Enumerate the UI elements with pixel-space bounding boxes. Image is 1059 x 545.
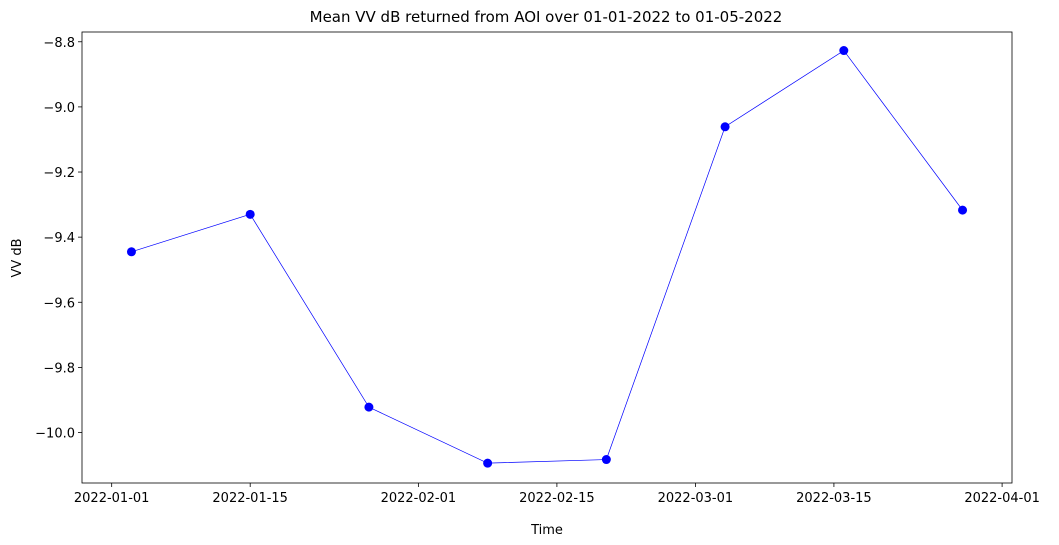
x-tick-label: 2022-02-01 xyxy=(381,491,457,506)
x-tick-label: 2022-01-01 xyxy=(74,491,150,506)
data-point xyxy=(958,205,968,215)
x-axis-label: Time xyxy=(530,523,563,538)
y-tick-label: −8.8 xyxy=(43,36,75,51)
data-point xyxy=(126,247,136,257)
data-point xyxy=(483,458,493,468)
y-tick-label: −9.8 xyxy=(43,361,75,376)
chart-title: Mean VV dB returned from AOI over 01-01-… xyxy=(310,8,783,26)
x-axis: 2022-01-01 2022-01-15 2022-02-01 2022-02-15… xyxy=(74,483,1040,506)
series-line xyxy=(131,50,963,464)
y-tick-label: −9.2 xyxy=(43,166,75,181)
y-axis: −8.8 −9.0 −9.2 −9.4 −9.6 −9.8 −10.0 xyxy=(35,36,82,442)
y-tick-label: −9.0 xyxy=(43,101,75,116)
y-tick-label: −10.0 xyxy=(35,427,75,442)
data-point xyxy=(839,46,849,56)
x-tick-label: 2022-03-15 xyxy=(796,491,872,506)
x-tick-label: 2022-02-15 xyxy=(519,491,595,506)
x-tick-label: 2022-03-01 xyxy=(658,491,734,506)
series-layer xyxy=(126,46,968,468)
x-tick-label: 2022-04-01 xyxy=(964,491,1040,506)
plot-frame xyxy=(81,31,1013,484)
data-point xyxy=(601,455,611,465)
y-tick-label: −9.4 xyxy=(43,231,75,246)
data-point xyxy=(720,122,730,132)
x-tick-label: 2022-01-15 xyxy=(212,491,288,506)
y-tick-label: −9.6 xyxy=(43,296,75,311)
data-point xyxy=(245,209,255,219)
y-axis-label: VV dB xyxy=(10,238,25,277)
data-point xyxy=(364,402,374,412)
